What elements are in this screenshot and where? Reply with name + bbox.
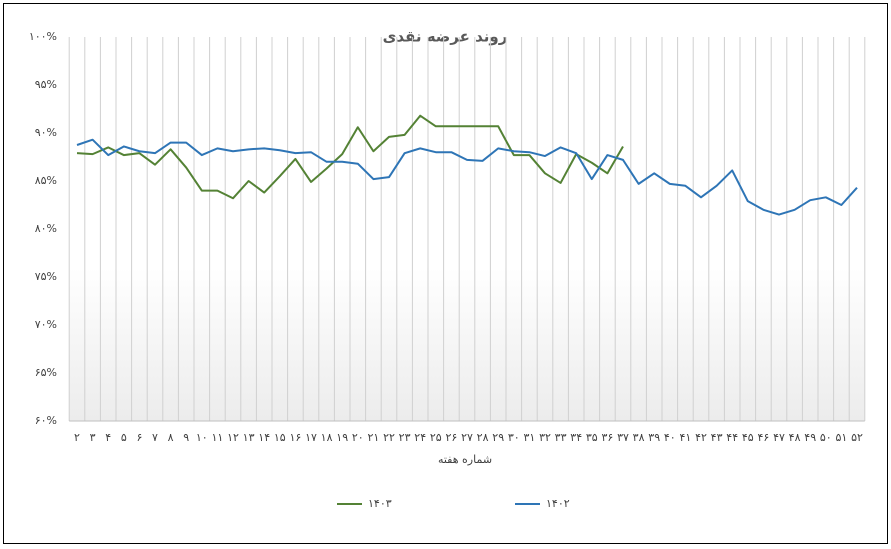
x-tick-label: ۳۷: [617, 431, 629, 444]
x-tick-label: ۱۲: [227, 431, 239, 444]
x-tick-label: ۱۹: [336, 431, 348, 444]
line: [76, 138, 858, 216]
y-tick-label: ۶۵%: [35, 366, 57, 379]
x-tick-label: ۵۱: [835, 431, 847, 444]
x-tick-label: ۴۴: [726, 431, 738, 444]
x-tick-label: ۱۵: [274, 431, 286, 444]
x-tick-label: ۲۲: [383, 431, 395, 444]
line: [76, 114, 624, 200]
x-tick-label: ۱۸: [321, 431, 333, 444]
x-tick-label: ۷: [152, 431, 158, 444]
plot-background: [69, 37, 865, 421]
x-tick-label: ۱۴: [258, 431, 270, 444]
x-tick-label: ۲۰: [352, 431, 364, 444]
x-tick-label: ۲۳: [399, 431, 411, 444]
x-tick-label: ۴۹: [804, 431, 816, 444]
x-tick-label: ۳۰: [508, 431, 520, 444]
x-tick-label: ۴۲: [695, 431, 707, 444]
x-tick-label: ۴۷: [773, 431, 785, 444]
x-axis-label: شماره هفته: [438, 453, 492, 466]
x-tick-label: ۳۲: [539, 431, 551, 444]
x-tick-label: ۲۸: [477, 431, 489, 444]
x-tick-label: ۳۹: [648, 431, 660, 444]
y-tick-label: ۷۰%: [35, 318, 57, 331]
x-tick-label: ۱۰: [196, 431, 208, 444]
x-tick-label: ۲۴: [414, 431, 426, 444]
x-tick-label: ۴۵: [742, 431, 754, 444]
legend-label: ۱۴۰۳: [368, 497, 392, 510]
x-tick-label: ۵: [121, 431, 127, 444]
x-tick-label: ۳۵: [586, 431, 598, 444]
x-tick-label: ۳: [90, 431, 96, 444]
x-tick-label: ۳۴: [570, 431, 582, 444]
x-tick-label: ۳۶: [601, 431, 613, 444]
x-tick-label: ۲۶: [445, 431, 457, 444]
x-tick-label: ۴۱: [679, 431, 691, 444]
x-tick-label: ۴۰: [664, 431, 676, 444]
x-tick-label: ۵۲: [851, 431, 863, 444]
x-tick-label: ۴: [105, 431, 111, 444]
x-tick-label: ۶: [136, 431, 142, 444]
x-tick-label: ۲۹: [492, 431, 504, 444]
x-tick-label: ۲۱: [367, 431, 379, 444]
x-tick-label: ۱۷: [305, 431, 317, 444]
x-tick-label: ۳۳: [555, 431, 567, 444]
y-tick-label: ۱۰۰%: [29, 30, 57, 43]
chart-title: روند عرضه نقدی: [383, 28, 508, 46]
y-tick-label: ۸۵%: [35, 174, 57, 187]
x-tick-label: ۸: [168, 431, 174, 444]
x-tick-label: ۹: [183, 431, 189, 444]
x-tick-label: ۲۷: [461, 431, 473, 444]
x-tick-label: ۴۳: [711, 431, 723, 444]
y-tick-label: ۹۰%: [35, 126, 57, 139]
x-tick-label: ۲۵: [430, 431, 442, 444]
x-tick-label: ۳۱: [523, 431, 535, 444]
x-tick-label: ۲: [74, 431, 80, 444]
x-tick-label: ۱۶: [289, 431, 301, 444]
x-tick-label: ۱۱: [211, 431, 223, 444]
y-tick-label: ۸۰%: [35, 222, 57, 235]
x-tick-label: ۴۸: [789, 431, 801, 444]
y-tick-label: ۶۰%: [35, 414, 57, 427]
x-tick-label: ۱۳: [243, 431, 255, 444]
legend-label: ۱۴۰۲: [546, 497, 570, 510]
x-tick-label: ۳۸: [633, 431, 645, 444]
x-tick-label: ۴۶: [757, 431, 769, 444]
y-tick-label: ۹۵%: [35, 78, 57, 91]
x-tick-label: ۵۰: [820, 431, 832, 444]
y-tick-label: ۷۵%: [35, 270, 57, 283]
